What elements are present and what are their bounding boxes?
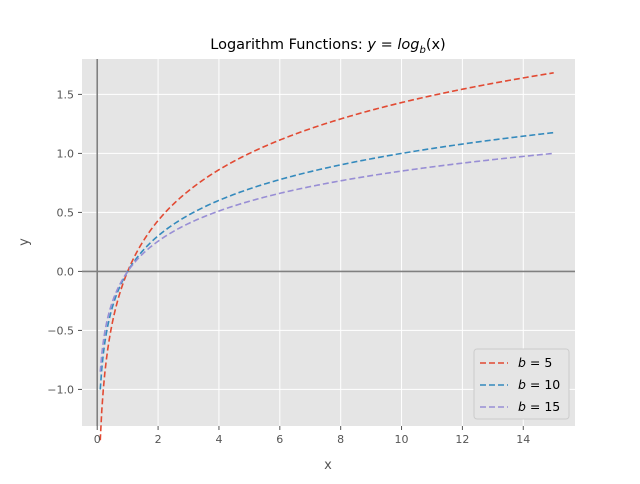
x-tick-label: 2 (155, 433, 162, 446)
y-axis-ticks: −1.0 −0.5 0.0 0.5 1.0 1.5 (47, 88, 82, 396)
title-math-log: log (397, 37, 419, 53)
y-tick-label: 0.0 (57, 265, 75, 278)
y-axis-label: y (17, 238, 32, 246)
title-math-eq: = (376, 37, 397, 53)
legend-label-b10: b = 10 (518, 377, 560, 392)
y-tick-label: −0.5 (47, 324, 74, 337)
x-tick-label: 4 (215, 433, 222, 446)
x-tick-label: 10 (395, 433, 409, 446)
legend-label-b5: b = 5 (518, 355, 552, 370)
y-tick-label: −1.0 (47, 383, 74, 396)
series-line-b10 (99, 131, 554, 390)
chart-title-text: Logarithm Functions: (210, 37, 367, 53)
series-line-b5 (99, 72, 554, 441)
series-line-b15 (99, 152, 554, 372)
legend-label-b15: b = 15 (518, 399, 560, 414)
x-axis-ticks: 0 2 4 6 8 10 12 14 (94, 426, 530, 446)
chart-title: Logarithm Functions: y = logb(x) (210, 37, 445, 56)
title-math-y: y (366, 37, 376, 53)
reference-lines (82, 59, 575, 426)
y-tick-label: 1.0 (57, 147, 75, 160)
legend: b = 5 b = 10 b = 15 (473, 348, 570, 420)
legend-items: b = 5 b = 10 b = 15 (480, 355, 560, 414)
title-math-sub: b (419, 45, 425, 56)
series-layer (99, 72, 554, 441)
x-tick-label: 6 (276, 433, 283, 446)
x-tick-label: 12 (455, 433, 469, 446)
x-tick-label: 8 (337, 433, 344, 446)
x-tick-label: 0 (94, 433, 101, 446)
x-axis-label: x (324, 458, 332, 473)
y-tick-label: 0.5 (57, 206, 75, 219)
title-math-arg: (x) (426, 37, 446, 53)
legend-box (473, 348, 570, 420)
y-tick-label: 1.5 (57, 88, 75, 101)
x-tick-label: 14 (516, 433, 530, 446)
